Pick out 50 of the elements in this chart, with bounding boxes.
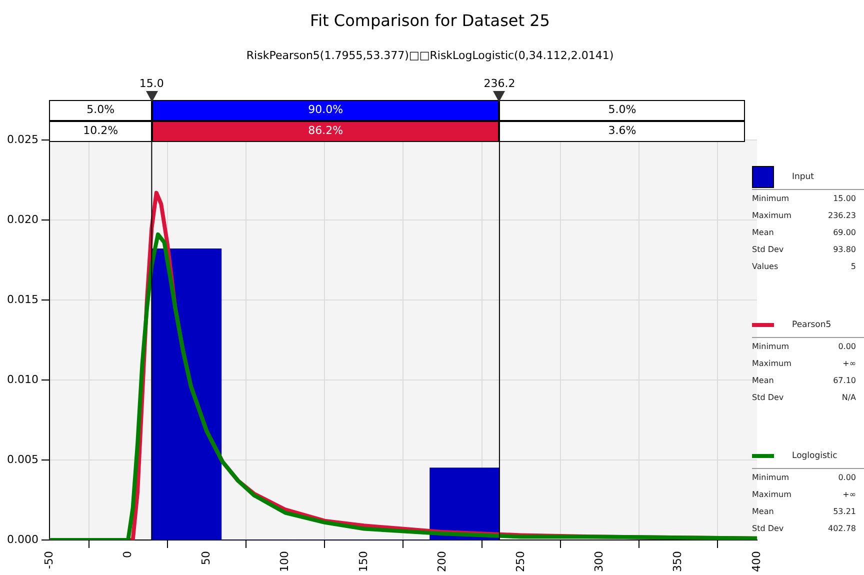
text: 69.00 <box>832 228 856 239</box>
annotation: Maximum <box>752 211 792 222</box>
text: +∞ <box>842 490 856 501</box>
x-tick-label: 400 <box>750 551 763 572</box>
x-tick-label: 0 <box>120 551 134 558</box>
text: 67.10 <box>832 376 856 387</box>
annotation: Minimum <box>752 342 790 353</box>
y-tick-label: 0.010 <box>6 372 38 386</box>
y-tick-label: 0.005 <box>6 452 38 466</box>
x-tick-label: 250 <box>514 551 528 572</box>
ref-line-label: 15.0 <box>139 76 164 90</box>
x-tick-label: 200 <box>435 551 448 572</box>
legend-label: Loglogistic <box>792 451 838 461</box>
text: 5 <box>850 262 856 273</box>
annotation: Mean <box>752 376 775 387</box>
text: 236.23 <box>827 211 856 222</box>
y-tick-label: 0.025 <box>6 132 38 146</box>
annotation: Std Dev <box>752 393 785 404</box>
annotation: Std Dev <box>752 524 785 535</box>
chart-title: Fit Comparison for Dataset 25 <box>310 11 550 30</box>
annotation: Minimum <box>752 473 790 484</box>
x-tick-label: 150 <box>356 551 370 572</box>
text: N/A <box>840 393 856 404</box>
text: 0.00 <box>837 473 856 484</box>
text: 15.00 <box>832 194 856 205</box>
x-tick-label: 350 <box>671 551 684 572</box>
y-tick-label: 0.000 <box>6 532 38 546</box>
x-tick-label: 50 <box>200 551 213 566</box>
annotation: Mean <box>752 507 775 518</box>
text: 402.78 <box>827 524 856 535</box>
annotation: Std Dev <box>752 245 785 256</box>
x-tick-label: 300 <box>592 551 606 572</box>
text: 53.21 <box>832 507 856 518</box>
annotation: Mean <box>752 228 775 239</box>
legend-label: Pearson5 <box>792 320 832 330</box>
x-tick-label: 100 <box>278 551 292 572</box>
y-tick-label: 0.015 <box>6 292 38 306</box>
y-tick-label: 0.020 <box>6 212 38 226</box>
annotation: Maximum <box>752 359 792 370</box>
x-tick-label: -50 <box>42 551 56 569</box>
annotation: Minimum <box>752 194 790 205</box>
percentage-table: 5.0% 90.0% 5.0% 10.2% 86.2% 3.6% <box>49 100 745 142</box>
text: 0.00 <box>837 342 856 353</box>
ref-line-label: 236.2 <box>484 76 516 90</box>
text: 93.80 <box>832 245 856 256</box>
text: +∞ <box>842 359 856 370</box>
annotation: Maximum <box>752 490 792 501</box>
annotation: Values <box>752 262 780 273</box>
text: Input <box>792 172 814 182</box>
chart-subtitle: RiskPearson5(1.7955,53.377)□□RiskLogLogistic(0,34.112,2.0141) <box>246 48 614 62</box>
